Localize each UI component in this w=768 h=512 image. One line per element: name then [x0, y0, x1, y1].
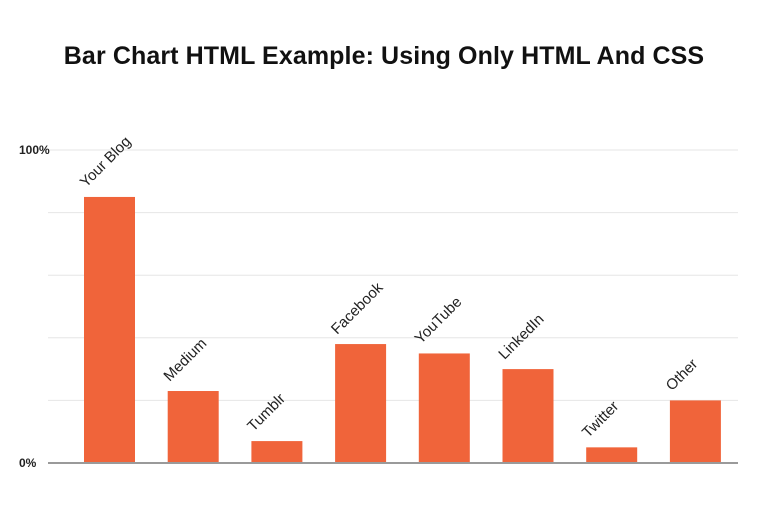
bar-label: Twitter: [579, 398, 622, 441]
bar-label: Medium: [161, 335, 211, 385]
y-tick-label: 0%: [19, 456, 37, 470]
bar: [84, 196, 135, 463]
bar-label: Tumblr: [244, 390, 289, 435]
bar-label: YouTube: [412, 294, 466, 348]
bar-label: LinkedIn: [495, 311, 547, 363]
chart-title: Bar Chart HTML Example: Using Only HTML …: [63, 42, 705, 70]
bar: [251, 441, 303, 463]
bar: [335, 344, 387, 463]
gridlines: [48, 149, 738, 401]
bar: [502, 369, 554, 463]
bar-label: Your Blog: [77, 133, 135, 191]
bar: [418, 353, 470, 463]
bar: [586, 447, 638, 463]
y-axis-ticks: 0% 100%: [19, 143, 50, 470]
bars: [84, 196, 721, 463]
bar-label: Other: [663, 356, 702, 395]
bar-label: Facebook: [328, 279, 387, 338]
bar: [669, 400, 721, 463]
bar: [167, 391, 219, 463]
y-tick-label: 100%: [19, 143, 50, 157]
